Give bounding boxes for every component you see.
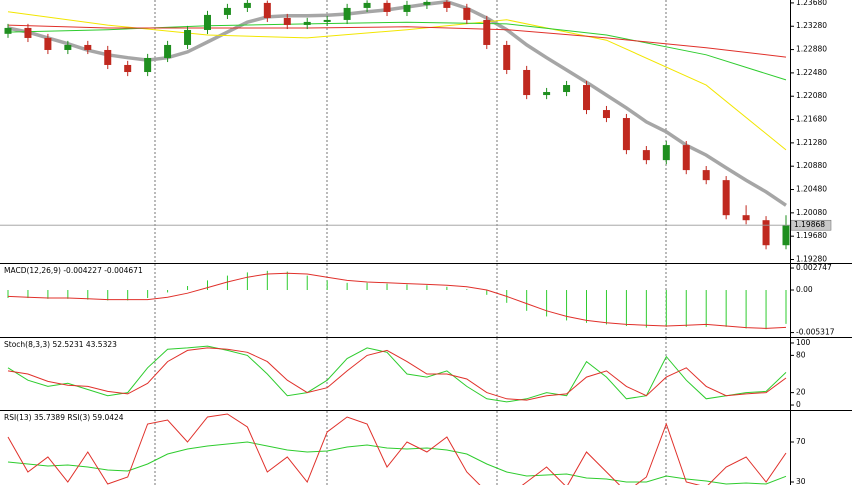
y-tick-label: 1.22080: [796, 91, 827, 100]
indicator-line: [7, 347, 787, 401]
candle-body: [164, 44, 172, 58]
panel-title: RSI(13) 35.7389 RSI(3) 59.0424: [4, 413, 124, 422]
y-tick-label: 0: [796, 400, 801, 409]
indicator-line: [7, 24, 787, 58]
y-tick-label: 1.22880: [796, 45, 827, 54]
candle-body: [403, 4, 411, 12]
candle-body: [184, 29, 192, 45]
current-price-label: 1.19868: [794, 220, 825, 229]
y-tick-label: 1.20880: [796, 161, 827, 170]
candle-body: [443, 1, 451, 8]
y-tick-label: 0.00: [796, 285, 813, 294]
candle-body: [343, 7, 351, 20]
y-tick-label: 20: [796, 388, 806, 397]
candle-body: [423, 1, 431, 5]
y-tick-label: 1.22480: [796, 68, 827, 77]
candle-body: [124, 64, 132, 73]
candle-body: [84, 44, 92, 50]
candle-body: [463, 7, 471, 20]
candle-body: [622, 118, 630, 151]
indicator-line: [7, 413, 787, 485]
panel: [7, 264, 787, 337]
candle-body: [543, 92, 551, 96]
candle-body: [662, 145, 670, 161]
candle-body: [503, 44, 511, 70]
indicator-line: [7, 441, 787, 485]
candle-body: [682, 145, 690, 171]
indicator-line: [7, 272, 787, 329]
y-tick-label: 1.20480: [796, 185, 827, 194]
candle-body: [263, 2, 271, 18]
panel-title: MACD(12,26,9) -0.004227 -0.004671: [4, 266, 143, 275]
panel: [7, 338, 787, 410]
y-tick-label: 100: [796, 338, 811, 347]
indicator-line: [7, 345, 787, 403]
y-tick-label: 1.23680: [796, 0, 827, 7]
candle-body: [583, 85, 591, 111]
candle-body: [642, 150, 650, 161]
y-tick-label: 80: [796, 350, 806, 359]
candle-body: [223, 7, 231, 15]
candle-body: [303, 21, 311, 25]
candle-body: [523, 69, 531, 96]
y-tick-label: 1.21280: [796, 138, 827, 147]
candle-body: [722, 180, 730, 216]
indicator-line: [7, 11, 787, 151]
y-tick-label: 1.19280: [796, 255, 827, 264]
candle-body: [4, 27, 12, 34]
candle-body: [602, 110, 610, 119]
candle-body: [64, 44, 72, 50]
candle-body: [702, 170, 710, 181]
y-tick-label: 1.21680: [796, 115, 827, 124]
candle-body: [243, 2, 251, 8]
candle-body: [363, 2, 371, 8]
candle-body: [104, 49, 112, 65]
y-tick-label: 0.002747: [796, 263, 832, 272]
candle-body: [323, 19, 331, 22]
y-tick-label: 1.20080: [796, 208, 827, 217]
y-tick-label: 1.19680: [796, 231, 827, 240]
candle-body: [762, 220, 770, 246]
panel: [7, 411, 787, 485]
candle-body: [383, 2, 391, 12]
y-tick-label: 30: [796, 477, 806, 485]
candle-body: [742, 215, 750, 221]
y-tick-label: 70: [796, 437, 806, 446]
panel-title: Stoch(8,3,3) 52.5231 43.5323: [4, 340, 117, 349]
y-tick-label: -0.005317: [796, 328, 835, 337]
candle-body: [782, 225, 790, 246]
candle-body: [203, 14, 211, 30]
panel: [4, 0, 790, 263]
y-tick-label: 1.23280: [796, 21, 827, 30]
candle-body: [563, 85, 571, 93]
candle-body: [144, 57, 152, 73]
candle-body: [44, 37, 52, 50]
candle-body: [283, 17, 291, 25]
candle-body: [483, 19, 491, 45]
candle-body: [24, 27, 32, 38]
indicator-line: [7, 0, 787, 207]
